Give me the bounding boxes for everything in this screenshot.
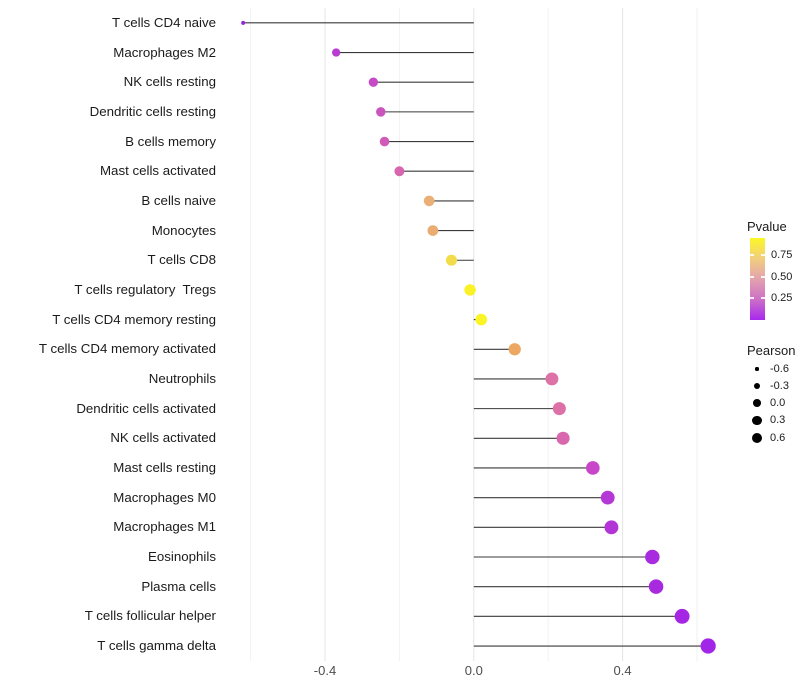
category-label: Plasma cells bbox=[141, 578, 216, 594]
x-axis-tick-label: 0.0 bbox=[464, 663, 483, 678]
category-label: Macrophages M1 bbox=[113, 519, 216, 535]
category-label: Dendritic cells resting bbox=[89, 103, 216, 119]
data-point bbox=[552, 402, 566, 416]
category-label: T cells regulatory Tregs bbox=[74, 281, 216, 297]
pearson-legend-title: Pearson bbox=[747, 343, 796, 358]
data-point bbox=[648, 579, 664, 594]
data-point bbox=[368, 77, 379, 87]
pearson-size-label: 0.0 bbox=[770, 397, 786, 410]
pearson-size-label: 0.6 bbox=[770, 431, 786, 444]
category-label: T cells gamma delta bbox=[97, 638, 216, 653]
category-label: Macrophages M2 bbox=[113, 44, 216, 60]
data-point bbox=[241, 20, 246, 25]
category-label: B cells naive bbox=[141, 192, 216, 208]
category-label: Mast cells resting bbox=[113, 459, 216, 475]
data-point bbox=[600, 490, 615, 505]
pearson-size-label: -0.6 bbox=[770, 363, 789, 375]
data-point bbox=[332, 48, 341, 57]
data-point bbox=[427, 225, 439, 236]
data-point bbox=[445, 254, 458, 266]
pvalue-tick-label: 0.25 bbox=[771, 292, 793, 305]
category-label: T cells CD4 memory activated bbox=[38, 341, 216, 357]
pvalue-colorbar bbox=[750, 238, 765, 320]
data-point bbox=[586, 461, 600, 475]
colorbar-tick bbox=[761, 254, 765, 257]
category-label: NK cells resting bbox=[123, 74, 216, 90]
pearson-size-key bbox=[753, 383, 761, 390]
data-point bbox=[379, 136, 390, 147]
category-label: Mast cells activated bbox=[99, 163, 216, 179]
category-label: Macrophages M0 bbox=[113, 489, 216, 505]
data-point bbox=[674, 608, 690, 624]
category-label: Monocytes bbox=[151, 222, 216, 238]
pvalue-tick-label: 0.75 bbox=[771, 249, 793, 262]
data-point bbox=[556, 431, 570, 445]
data-point bbox=[700, 638, 716, 654]
category-label: T cells follicular helper bbox=[84, 608, 216, 624]
category-label: Eosinophils bbox=[147, 548, 216, 564]
colorbar-tick bbox=[750, 275, 754, 278]
data-point bbox=[645, 549, 660, 565]
pearson-size-key bbox=[752, 415, 762, 425]
colorbar-tick bbox=[761, 275, 765, 278]
category-label: T cells CD8 bbox=[147, 252, 216, 268]
category-label: NK cells activated bbox=[110, 430, 216, 446]
data-point bbox=[394, 166, 405, 177]
pearson-size-label: 0.3 bbox=[770, 414, 786, 427]
pvalue-tick-label: 0.50 bbox=[771, 270, 793, 283]
category-label: Dendritic cells activated bbox=[76, 400, 216, 416]
data-point bbox=[508, 343, 521, 356]
colorbar-tick bbox=[761, 297, 765, 300]
pvalue-legend-title: Pvalue bbox=[747, 219, 787, 234]
data-point bbox=[475, 313, 488, 326]
pearson-size-key bbox=[753, 399, 761, 408]
pearson-size-key bbox=[755, 367, 759, 371]
x-axis-tick-label: 0.4 bbox=[613, 663, 632, 678]
data-point bbox=[376, 107, 386, 117]
pearson-size-label: -0.3 bbox=[770, 380, 789, 393]
data-point bbox=[423, 195, 435, 207]
pearson-size-key bbox=[751, 432, 763, 443]
x-axis-tick-label: -0.4 bbox=[313, 663, 337, 678]
data-point bbox=[604, 520, 619, 535]
category-label: T cells CD4 memory resting bbox=[52, 311, 216, 327]
colorbar-tick bbox=[750, 297, 754, 300]
category-label: B cells memory bbox=[125, 133, 216, 149]
data-point bbox=[545, 372, 559, 386]
category-label: Neutrophils bbox=[148, 370, 216, 386]
colorbar-tick bbox=[750, 254, 754, 257]
data-point bbox=[464, 284, 476, 296]
category-label: T cells CD4 naive bbox=[112, 14, 216, 30]
